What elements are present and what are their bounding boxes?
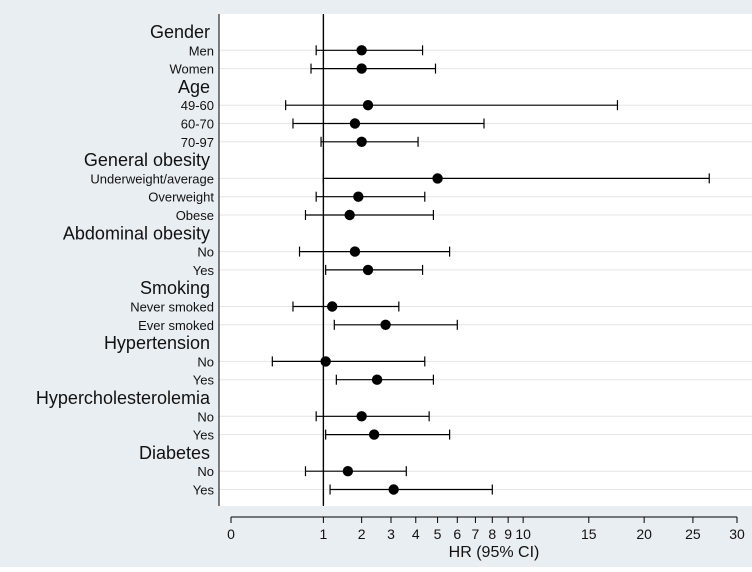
x-tick-label: 6	[453, 526, 461, 542]
x-tick-label: 7	[472, 526, 480, 542]
x-tick-label: 8	[488, 526, 496, 542]
x-tick-label: 20	[636, 526, 652, 542]
hr-point	[353, 191, 364, 202]
hr-point	[349, 118, 361, 129]
x-tick-label: 2	[358, 526, 366, 542]
x-tick-label: 0	[227, 526, 235, 542]
hr-point	[368, 429, 380, 440]
row-label-3-1: Yes	[193, 263, 215, 278]
row-label-7-1: Yes	[193, 483, 215, 498]
group-header-1: Age	[178, 77, 210, 97]
group-header-3: Abdominal obesity	[63, 223, 210, 243]
hr-point	[388, 484, 399, 495]
hr-point	[356, 411, 367, 422]
row-label-2-2: Obese	[176, 208, 214, 223]
group-header-4: Smoking	[140, 278, 210, 298]
hr-point	[362, 100, 374, 111]
row-label-2-1: Overweight	[148, 190, 214, 205]
x-tick-label: 4	[412, 526, 420, 542]
row-label-0-0: Men	[189, 43, 214, 58]
hr-point	[371, 374, 383, 385]
group-header-2: General obesity	[84, 150, 210, 170]
hr-point	[432, 173, 443, 184]
x-tick-label: 5	[434, 526, 442, 542]
row-label-3-0: No	[197, 245, 214, 260]
row-label-2-0: Underweight/average	[90, 171, 214, 186]
x-axis-title: HR (95% CI)	[449, 544, 540, 561]
plot-area	[219, 14, 752, 506]
hr-point	[362, 264, 374, 276]
x-tick-label: 9	[504, 526, 512, 542]
x-tick-label: 30	[729, 526, 745, 542]
hr-point	[342, 466, 354, 477]
x-tick-label: 1	[319, 526, 327, 542]
hr-point	[327, 301, 338, 312]
row-label-5-1: Yes	[193, 373, 215, 388]
hr-point	[380, 319, 391, 330]
x-tick-label: 15	[581, 526, 597, 542]
hr-point	[320, 356, 331, 367]
hr-point	[356, 45, 367, 56]
hr-point	[349, 246, 361, 257]
row-label-7-0: No	[197, 464, 214, 479]
group-header-6: Hypercholesterolemia	[36, 388, 211, 408]
x-tick-label: 25	[685, 526, 701, 542]
row-label-4-0: Never smoked	[130, 300, 214, 315]
group-header-7: Diabetes	[139, 443, 210, 463]
row-label-0-1: Women	[169, 62, 214, 77]
group-header-0: Gender	[150, 22, 210, 42]
row-label-1-2: 70-97	[181, 135, 214, 150]
row-label-6-1: Yes	[193, 428, 215, 443]
hr-point	[344, 209, 355, 221]
row-label-6-0: No	[197, 409, 214, 424]
row-label-1-1: 60-70	[181, 117, 214, 132]
x-tick-label: 3	[387, 526, 395, 542]
group-header-5: Hypertension	[104, 333, 210, 353]
row-label-5-0: No	[197, 354, 214, 369]
row-label-1-0: 49-60	[181, 98, 214, 113]
hr-point	[356, 63, 367, 74]
row-label-4-1: Ever smoked	[138, 318, 214, 333]
hr-point	[356, 136, 367, 147]
x-tick-label: 10	[515, 526, 531, 542]
